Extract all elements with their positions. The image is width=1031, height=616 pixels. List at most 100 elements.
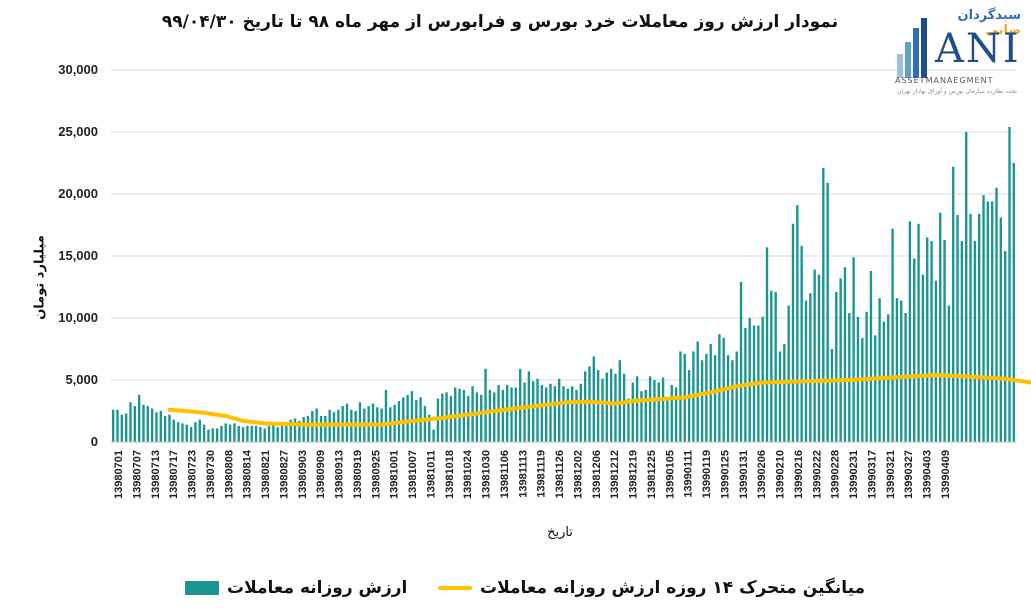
bar — [791, 223, 795, 442]
bar — [540, 384, 544, 442]
x-tick-label: 13990231 — [848, 450, 860, 499]
logo-subtitle: ASSETMANAEGMENT — [895, 76, 994, 85]
bar — [666, 398, 669, 442]
y-tick-label: 10,000 — [58, 310, 98, 325]
logo-brand-accent: صانی — [985, 23, 1021, 38]
bar — [1003, 251, 1007, 442]
bar — [358, 402, 362, 442]
bar — [168, 414, 171, 442]
bar — [124, 413, 128, 442]
bar — [202, 424, 206, 442]
bar — [194, 422, 197, 442]
x-tick-label: 13981030 — [481, 450, 493, 499]
x-axis-label: تاریخ — [547, 525, 573, 540]
x-tick-label: 13990216 — [793, 450, 805, 499]
bar — [423, 406, 427, 442]
bar — [956, 215, 959, 442]
bar — [285, 423, 288, 442]
y-axis-label-box: میلیارد تومان — [20, 205, 60, 355]
bar — [562, 386, 565, 442]
bar — [267, 425, 271, 442]
x-tick-label: 13990228 — [830, 450, 842, 499]
bar — [813, 269, 816, 442]
bar — [596, 370, 600, 442]
bar — [826, 182, 829, 442]
bar — [146, 406, 149, 442]
y-tick-label: 25,000 — [58, 124, 98, 139]
bar — [865, 311, 868, 442]
bar — [172, 419, 175, 442]
bar — [986, 201, 990, 442]
x-tick-label: 13981001 — [389, 450, 401, 499]
x-tick-label: 13980814 — [242, 449, 254, 499]
bar — [926, 237, 929, 442]
bar — [220, 425, 223, 442]
bar — [428, 414, 431, 442]
bar — [917, 223, 920, 442]
bar — [739, 282, 743, 442]
x-tick-label: 13981119 — [536, 450, 548, 498]
x-tick-label: 13981126 — [554, 450, 566, 498]
bar — [822, 167, 825, 442]
bar — [592, 356, 596, 442]
y-axis-ticks: 0 5,000 10,000 15,000 20,000 25,000 30,000 — [58, 62, 98, 449]
bar — [406, 394, 409, 442]
bar — [783, 344, 786, 442]
bar-series — [111, 127, 1016, 442]
x-tick-label: 13990327 — [903, 450, 915, 499]
y-axis-label: میلیارد تومان — [32, 235, 48, 320]
bar — [973, 241, 977, 442]
bar — [549, 383, 552, 442]
bar — [869, 270, 873, 442]
bar — [259, 427, 262, 442]
bar — [995, 187, 998, 442]
bar — [735, 351, 738, 442]
x-tick-label: 13981011 — [425, 450, 437, 498]
bar — [731, 360, 734, 442]
bar — [189, 427, 193, 442]
bar — [778, 351, 782, 442]
x-tick-label: 13990206 — [756, 450, 768, 499]
bar — [176, 422, 180, 442]
bar — [159, 411, 162, 442]
x-tick-label: 13981202 — [572, 450, 584, 499]
bar — [891, 228, 894, 442]
bar — [852, 257, 855, 442]
bar — [510, 387, 513, 442]
bar — [163, 415, 167, 442]
moving-average-line — [167, 373, 1031, 427]
bar — [224, 423, 227, 442]
bar — [501, 389, 505, 442]
x-tick-label: 13980909 — [315, 450, 327, 499]
bar — [800, 246, 803, 442]
bar — [155, 412, 158, 442]
x-tick-label: 13981018 — [444, 450, 456, 499]
bar — [939, 212, 942, 442]
bar — [631, 382, 634, 442]
x-tick-label: 13990210 — [775, 450, 787, 499]
bar — [999, 217, 1003, 442]
bar — [774, 291, 777, 442]
bar — [116, 409, 119, 442]
x-tick-label: 13981219 — [628, 450, 640, 499]
bar — [384, 389, 388, 442]
bar — [661, 377, 665, 442]
bar — [553, 386, 557, 442]
bar — [588, 366, 591, 442]
bar — [246, 425, 249, 442]
x-tick-label: 13981024 — [462, 449, 474, 499]
bar — [713, 355, 717, 442]
bar — [272, 424, 275, 442]
bar — [302, 417, 305, 442]
bar — [705, 353, 708, 442]
bar — [804, 300, 808, 442]
bar — [129, 402, 132, 442]
bar — [644, 389, 647, 442]
bar — [817, 274, 821, 442]
bar — [960, 241, 964, 442]
x-tick-label: 13981007 — [407, 450, 419, 499]
bar — [861, 337, 864, 442]
x-tick-label: 13990125 — [720, 450, 732, 499]
bar — [449, 396, 453, 442]
